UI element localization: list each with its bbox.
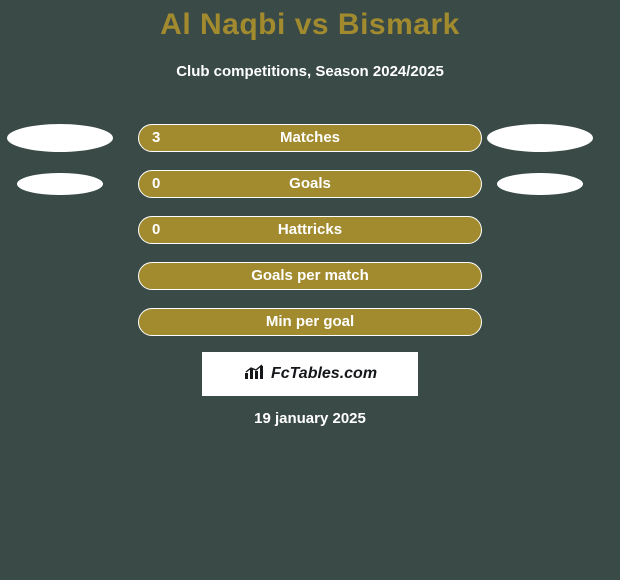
snapshot-date: 19 january 2025 [0, 410, 620, 427]
stat-row: Goals per match [0, 262, 620, 290]
vs-text: vs [295, 8, 329, 41]
player2-name: Bismark [338, 8, 460, 41]
comparison-title: Al Naqbi vs Bismark [0, 8, 620, 42]
player1-name: Al Naqbi [160, 8, 286, 41]
player1-marker [7, 124, 113, 152]
logo-text: FcTables.com [271, 365, 377, 383]
stat-row: Min per goal [0, 308, 620, 336]
stat-bar [138, 308, 482, 336]
stat-bar [138, 262, 482, 290]
player1-marker [17, 173, 104, 196]
player2-marker [487, 124, 593, 152]
season-subtitle: Club competitions, Season 2024/2025 [0, 63, 620, 80]
stat-bar [138, 216, 482, 244]
stat-value-left: 0 [152, 170, 160, 198]
fctables-logo: FcTables.com [202, 352, 418, 396]
stat-value-left: 0 [152, 216, 160, 244]
stat-row: Hattricks0 [0, 216, 620, 244]
chart-icon [243, 363, 265, 386]
stat-bar [138, 124, 482, 152]
stat-row: Goals0 [0, 170, 620, 198]
stat-value-left: 3 [152, 124, 160, 152]
stat-bar [138, 170, 482, 198]
player2-marker [497, 173, 584, 196]
stat-row: Matches3 [0, 124, 620, 152]
